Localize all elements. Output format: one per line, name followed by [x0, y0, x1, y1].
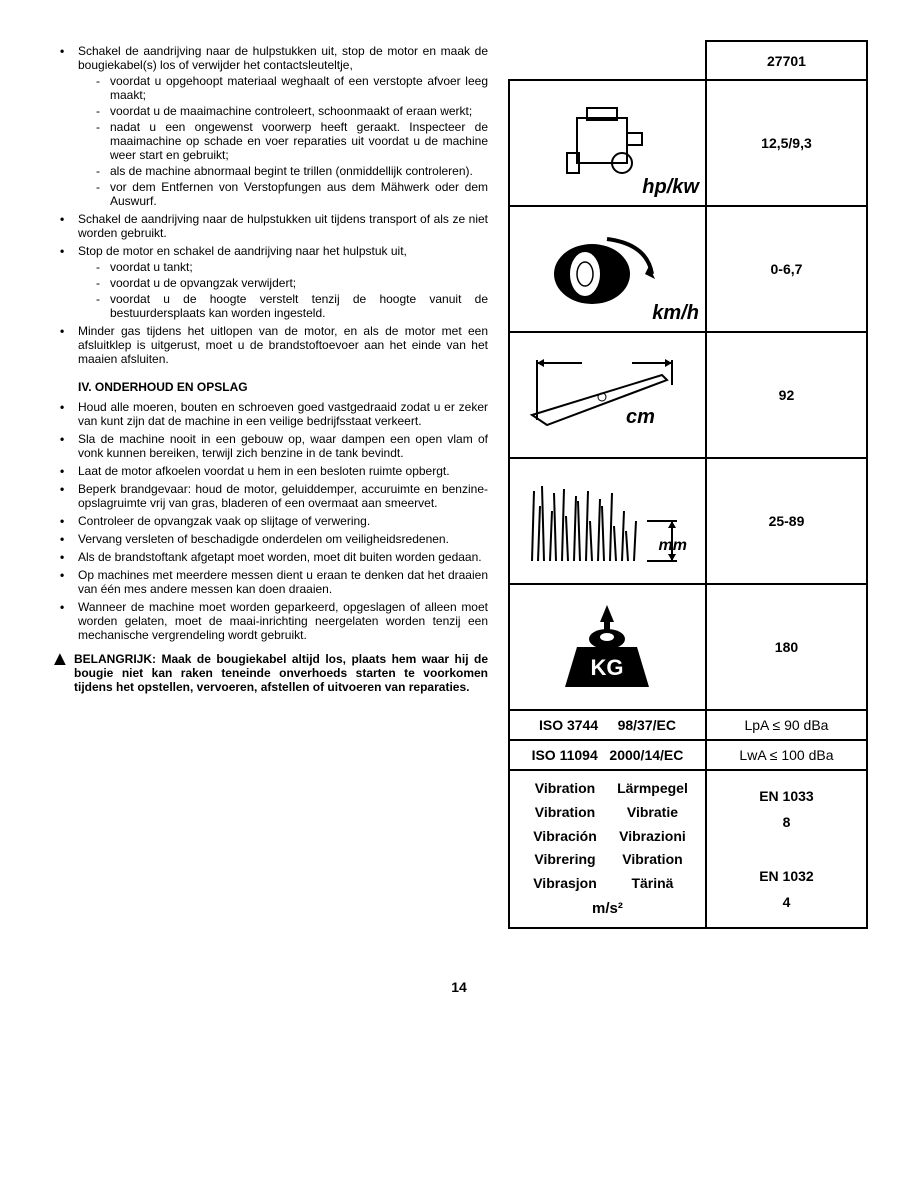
sub-bullet: -vor dem Entfernen von Verstopfungen aus…: [96, 180, 488, 208]
bullet: •Als de brandstoftank afgetapt moet word…: [60, 550, 488, 564]
blade-value: 92: [706, 332, 867, 458]
bullet: •Houd alle moeren, bouten en schroeven g…: [60, 400, 488, 428]
lwa-value: LwA ≤ 100 dBa: [706, 740, 867, 770]
height-value: 25-89: [706, 458, 867, 584]
svg-text:KG: KG: [591, 655, 624, 680]
warning-block: ▲ BELANGRIJK: Maak de bougiekabel altijd…: [50, 652, 488, 694]
section-heading: IV. ONDERHOUD EN OPSLAG: [78, 380, 488, 394]
bullet: •Minder gas tijdens het uitlopen van de …: [60, 324, 488, 366]
bullet: •Beperk brandgevaar: houd de motor, gelu…: [60, 482, 488, 510]
sub-bullet: -voordat u opgehoopt materiaal weghaalt …: [96, 74, 488, 102]
bullet: •Wanneer de machine moet worden geparkee…: [60, 600, 488, 642]
spec-table: 27701 hp/kw 12,5/9,3: [508, 40, 868, 929]
blade-icon: cm: [509, 332, 706, 458]
weight-icon: KG: [509, 584, 706, 710]
bullet: •Schakel de aandrijving naar de hulpstuk…: [60, 212, 488, 240]
bullet: •Op machines met meerdere messen dient u…: [60, 568, 488, 596]
wheel-icon: km/h: [509, 206, 706, 332]
sub-bullet: -voordat u de opvangzak verwijdert;: [96, 276, 488, 290]
bullet: •Laat de motor afkoelen voordat u hem in…: [60, 464, 488, 478]
speed-value: 0-6,7: [706, 206, 867, 332]
bullet: •Stop de motor en schakel de aandrijving…: [60, 244, 488, 258]
model-number: 27701: [706, 41, 867, 80]
sub-bullet: -nadat u een ongewenst voorwerp heeft ge…: [96, 120, 488, 162]
vibration-values: EN 1033 8 EN 1032 4: [706, 770, 867, 928]
vibration-labels: VibrationLärmpegel VibrationVibratie Vib…: [509, 770, 706, 928]
page-number: 14: [50, 979, 868, 995]
weight-value: 180: [706, 584, 867, 710]
bullet: •Schakel de aandrijving naar de hulpstuk…: [60, 44, 488, 72]
bullet: •Vervang versleten of beschadigde onderd…: [60, 532, 488, 546]
sub-bullet: -voordat u de maaimachine controleert, s…: [96, 104, 488, 118]
sub-bullet: -voordat u de hoogte verstelt tenzij de …: [96, 292, 488, 320]
bullet: •Controleer de opvangzak vaak op slijtag…: [60, 514, 488, 528]
grass-height-icon: mm: [509, 458, 706, 584]
iso-3744: ISO 3744 98/37/EC: [509, 710, 706, 740]
sub-bullet: -voordat u tankt;: [96, 260, 488, 274]
engine-icon: hp/kw: [509, 80, 706, 206]
left-column: •Schakel de aandrijving naar de hulpstuk…: [50, 40, 488, 929]
bullet: •Sla de machine nooit in een gebouw op, …: [60, 432, 488, 460]
hp-value: 12,5/9,3: [706, 80, 867, 206]
lpa-value: LpA ≤ 90 dBa: [706, 710, 867, 740]
iso-11094: ISO 11094 2000/14/EC: [509, 740, 706, 770]
warning-icon: ▲: [50, 652, 74, 694]
sub-bullet: -als de machine abnormaal begint te tril…: [96, 164, 488, 178]
